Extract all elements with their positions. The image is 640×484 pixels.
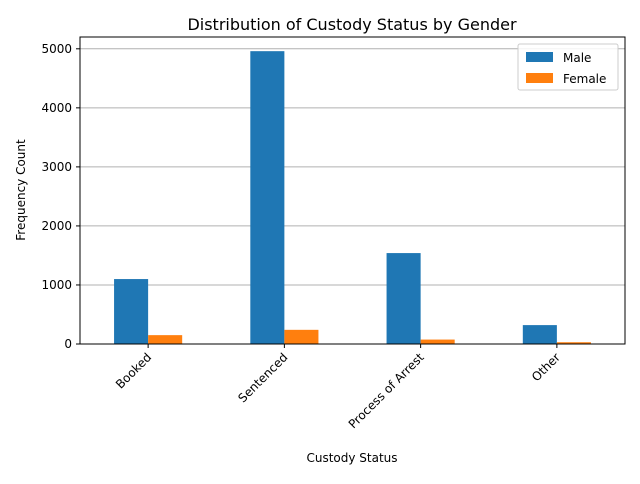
y-tick-label: 5000 (41, 42, 72, 56)
bar-female-sentenced (284, 329, 319, 344)
legend-label-female: Female (563, 72, 606, 86)
gridlines (80, 48, 625, 286)
legend-label-male: Male (563, 51, 591, 65)
bar-female-booked (148, 335, 183, 344)
bar-female-process-of-arrest (420, 339, 455, 344)
bar-male-other (522, 325, 557, 344)
legend-swatch-female (526, 73, 553, 83)
bar-male-booked (114, 279, 149, 344)
y-tick-label: 1000 (41, 278, 72, 292)
y-tick-label: 4000 (41, 101, 72, 115)
bar-female-other (556, 342, 591, 344)
y-axis-label: Frequency Count (14, 139, 28, 241)
bar-male-process-of-arrest (386, 253, 421, 344)
chart-title: Distribution of Custody Status by Gender (187, 15, 517, 34)
x-axis-label: Custody Status (306, 451, 397, 465)
y-tick-label: 2000 (41, 219, 72, 233)
bars (114, 51, 591, 345)
y-tick-label: 0 (64, 337, 72, 351)
legend: Male Female (517, 43, 619, 91)
y-tick-label: 3000 (41, 160, 72, 174)
legend-swatch-male (526, 52, 553, 62)
bar-male-sentenced (250, 51, 285, 345)
y-axis: 0 1000 2000 3000 4000 5000 (41, 42, 80, 351)
plot-frame (79, 36, 626, 345)
